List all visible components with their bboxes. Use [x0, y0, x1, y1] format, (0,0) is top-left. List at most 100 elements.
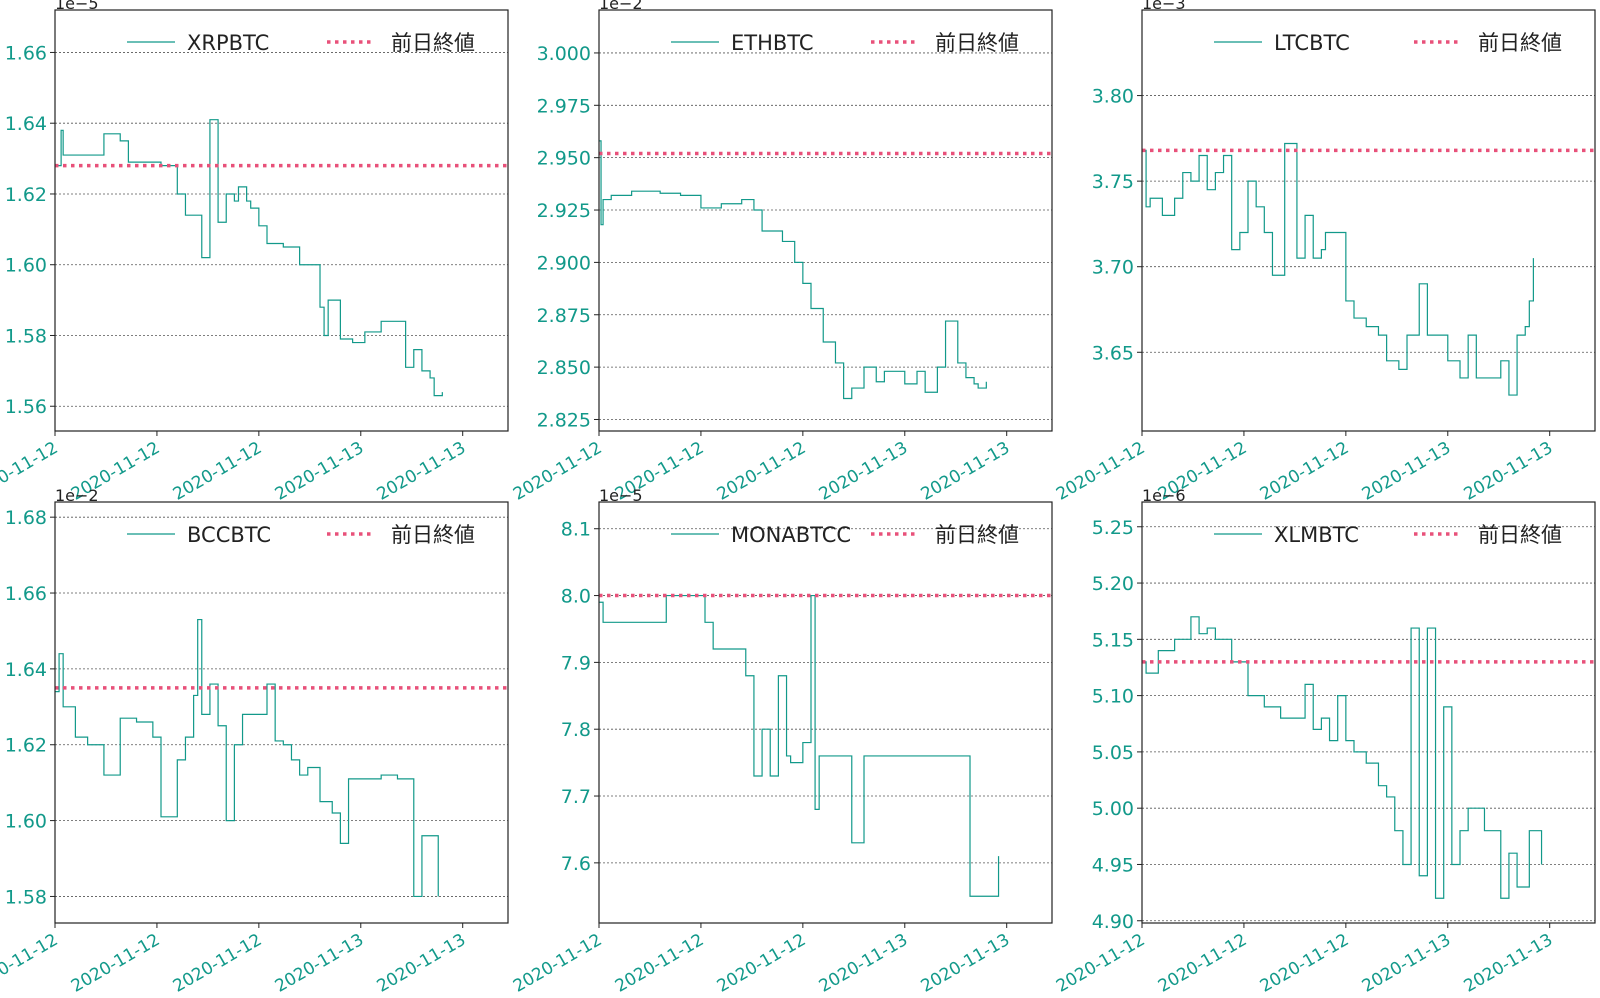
- series-line-price: [1142, 616, 1543, 899]
- plot-frame: [598, 501, 1053, 924]
- plot-frame: [1141, 501, 1596, 924]
- legend-label-reference: 前日終値: [391, 31, 475, 55]
- ytick-label: 2.900: [537, 252, 591, 274]
- ytick-label: 8.1: [561, 519, 591, 541]
- ytick-label: 2.875: [537, 305, 591, 327]
- ytick-label: 2.950: [537, 148, 591, 170]
- ytick-label: 2.825: [537, 409, 591, 431]
- ytick-label: 1.64: [5, 659, 47, 681]
- ytick-label: 4.95: [1092, 854, 1134, 876]
- xtick-label: 2020-11-13: [816, 930, 912, 997]
- xtick-label: 2020-11-13: [272, 438, 368, 505]
- xtick-label: 2020-11-12: [1155, 930, 1251, 997]
- legend-label-price: XLMBTC: [1274, 523, 1359, 547]
- ytick-label: 5.10: [1092, 686, 1134, 708]
- ytick-label: 7.8: [561, 719, 591, 741]
- xtick-label: 2020-11-13: [1461, 438, 1557, 505]
- ytick-label: 2.925: [537, 200, 591, 222]
- xtick-label: 2020-11-12: [510, 930, 606, 997]
- xtick-label: 2020-11-12: [1257, 438, 1353, 505]
- ytick-label: 1.60: [5, 255, 47, 277]
- xtick-label: 2020-11-12: [1053, 438, 1149, 505]
- ytick-label: 5.05: [1092, 742, 1134, 764]
- legend-label-price: MONABTCC: [731, 523, 851, 547]
- ytick-label: 1.68: [5, 507, 47, 529]
- xtick-label: 2020-11-13: [374, 438, 470, 505]
- y-offset-label: 1e−3: [1142, 0, 1186, 13]
- xtick-label: 2020-11-12: [68, 930, 164, 997]
- ytick-label: 1.58: [5, 325, 47, 347]
- ytick-label: 5.25: [1092, 517, 1134, 539]
- xtick-label: 2020-11-13: [918, 930, 1014, 997]
- ytick-label: 7.9: [561, 652, 591, 674]
- plot-frame: [1141, 9, 1596, 432]
- series-line-price: [1142, 142, 1534, 396]
- ytick-label: 3.65: [1092, 342, 1134, 364]
- ytick-label: 1.66: [5, 583, 47, 605]
- series-line-price: [599, 594, 1000, 897]
- ytick-label: 7.7: [561, 786, 591, 808]
- xtick-label: 2020-11-13: [816, 438, 912, 505]
- xtick-label: 2020-11-12: [170, 930, 266, 997]
- y-offset-label: 1e−6: [1142, 486, 1186, 505]
- legend-label-price: XRPBTC: [187, 31, 269, 55]
- xtick-label: 2020-11-12: [714, 930, 810, 997]
- ytick-label: 1.66: [5, 42, 47, 64]
- xtick-label: 2020-11-12: [170, 438, 266, 505]
- xtick-label: 2020-11-13: [1359, 930, 1455, 997]
- series-line-price: [599, 140, 987, 400]
- xtick-label: 2020-11-12: [1053, 930, 1149, 997]
- xtick-label: 2020-11-13: [1359, 438, 1455, 505]
- xtick-label: 2020-11-12: [612, 930, 708, 997]
- ytick-label: 2.975: [537, 95, 591, 117]
- ytick-label: 1.62: [5, 184, 47, 206]
- y-offset-label: 1e−2: [599, 0, 643, 13]
- legend-label-reference: 前日終値: [1478, 523, 1562, 547]
- xtick-label: 2020-11-12: [0, 438, 62, 505]
- ytick-label: 1.64: [5, 113, 47, 135]
- ytick-label: 5.00: [1092, 798, 1134, 820]
- ytick-label: 5.15: [1092, 629, 1134, 651]
- plot-frame: [54, 9, 509, 432]
- ytick-label: 1.58: [5, 886, 47, 908]
- ytick-label: 1.56: [5, 396, 47, 418]
- series-line-price: [55, 119, 443, 397]
- ytick-label: 3.75: [1092, 171, 1134, 193]
- xtick-label: 2020-11-12: [1257, 930, 1353, 997]
- legend-label-price: LTCBTC: [1274, 31, 1350, 55]
- xtick-label: 2020-11-12: [510, 438, 606, 505]
- plot-frame: [54, 501, 509, 924]
- ytick-label: 8.0: [561, 586, 591, 608]
- xtick-label: 2020-11-13: [374, 930, 470, 997]
- xtick-label: 2020-11-12: [0, 930, 62, 997]
- chart-panel: 2.825 2.850 2.875 2.900 2.925 2.950 2.975 3.000…: [510, 0, 1053, 505]
- chart-panel: 4.90 4.95 5.00 5.05 5.10 5.15 5.20 5.25 2020-11-…: [1053, 486, 1596, 997]
- series-line-price: [55, 618, 439, 898]
- y-offset-label: 1e−5: [55, 0, 99, 13]
- ytick-label: 1.62: [5, 735, 47, 757]
- legend-label-price: BCCBTC: [187, 523, 271, 547]
- plot-frame: [598, 9, 1053, 432]
- legend-label-reference: 前日終値: [391, 523, 475, 547]
- xtick-label: 2020-11-13: [272, 930, 368, 997]
- ytick-label: 2.850: [537, 357, 591, 379]
- y-offset-label: 1e−2: [55, 486, 99, 505]
- legend-label-reference: 前日終値: [935, 523, 1019, 547]
- ytick-label: 5.20: [1092, 573, 1134, 595]
- xtick-label: 2020-11-13: [1461, 930, 1557, 997]
- legend-label-reference: 前日終値: [1478, 31, 1562, 55]
- ytick-label: 1.60: [5, 811, 47, 833]
- xtick-label: 2020-11-12: [714, 438, 810, 505]
- ytick-label: 7.6: [561, 853, 591, 875]
- legend-label-price: ETHBTC: [731, 31, 814, 55]
- legend-label-reference: 前日終値: [935, 31, 1019, 55]
- y-offset-label: 1e−5: [599, 486, 643, 505]
- ytick-label: 3.80: [1092, 86, 1134, 108]
- ytick-label: 3.000: [537, 43, 591, 65]
- ytick-label: 4.90: [1092, 911, 1134, 933]
- ytick-label: 3.70: [1092, 257, 1134, 279]
